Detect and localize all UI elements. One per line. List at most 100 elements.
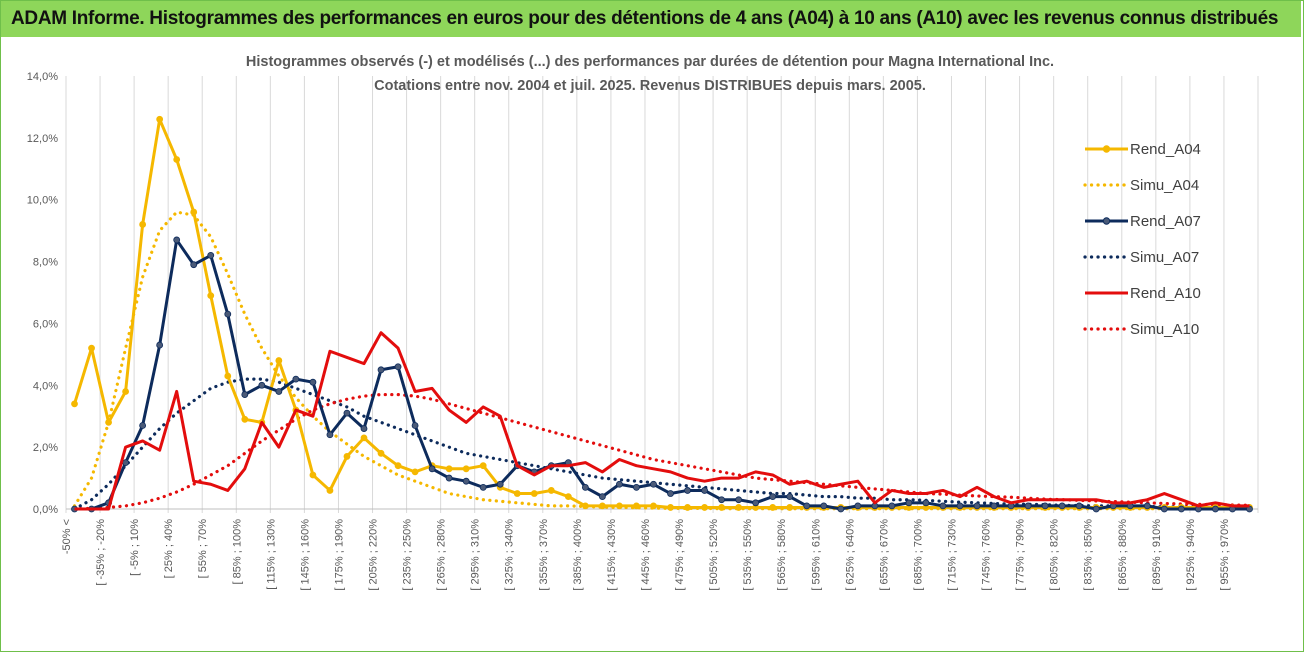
- data-point: [394, 363, 402, 371]
- data-point: [275, 357, 283, 364]
- data-point: [326, 487, 334, 494]
- data-point: [377, 366, 385, 374]
- data-point: [616, 502, 623, 510]
- data-point: [326, 431, 334, 439]
- data-point: [1075, 502, 1083, 510]
- data-point: [360, 425, 368, 432]
- data-point: [224, 310, 232, 318]
- data-point: [445, 465, 453, 473]
- data-point: [990, 502, 998, 510]
- axes: 0,0% 2,0% 4,0% 6,0% 8,0% 10,0% 12,0% 14,0% -50% …: [27, 71, 1258, 591]
- data-point: [581, 483, 589, 491]
- legend-label: Rend_A07: [1130, 213, 1201, 230]
- data-point: [1177, 505, 1185, 513]
- y-tick-label: 2,0%: [33, 442, 58, 454]
- data-point: [394, 462, 402, 470]
- x-tick-label: [ 25% ; 40%: [163, 519, 175, 579]
- y-tick-label: 4,0%: [33, 380, 58, 392]
- data-point: [71, 400, 78, 408]
- chart-title-line: Cotations entre nov. 2004 et juil. 2025.…: [374, 78, 926, 94]
- y-tick-label: 10,0%: [27, 195, 58, 207]
- x-tick-label: [ 835% ; 850%: [1083, 519, 1095, 591]
- data-point: [564, 493, 572, 501]
- data-point: [241, 415, 249, 423]
- x-tick-label: [ 865% ; 880%: [1117, 519, 1129, 591]
- x-tick-label: [ 775% ; 790%: [1015, 519, 1027, 591]
- x-tick-label: [ 415% ; 430%: [606, 519, 618, 591]
- x-tick-label: [ 325% ; 340%: [504, 519, 516, 591]
- x-tick-label: [ 175% ; 190%: [333, 519, 345, 591]
- x-tick-label: [ 505% ; 520%: [708, 519, 720, 591]
- data-point: [905, 499, 913, 507]
- data-point: [513, 490, 521, 497]
- data-point: [616, 480, 623, 488]
- data-point: [786, 493, 794, 501]
- data-point: [939, 502, 947, 510]
- data-point: [650, 502, 657, 510]
- data-point: [462, 465, 470, 473]
- data-point: [411, 468, 419, 476]
- data-point: [718, 496, 725, 504]
- x-tick-label: [ 955% ; 970%: [1219, 519, 1231, 591]
- x-tick-label: [ 265% ; 280%: [436, 519, 448, 591]
- legend-label: Rend_A04: [1130, 141, 1201, 158]
- data-point: [479, 483, 487, 491]
- data-point: [718, 504, 725, 511]
- data-point: [343, 409, 351, 417]
- data-point: [1024, 502, 1032, 510]
- x-tick-label: [ 805% ; 820%: [1049, 519, 1061, 591]
- report-banner: ADAM Informe. Histogrammes des performan…: [1, 1, 1301, 37]
- chart-title-line: Histogrammes observés (-) et modélisés (…: [246, 54, 1054, 70]
- data-point: [428, 465, 436, 473]
- data-point: [479, 462, 487, 470]
- y-tick-label: 14,0%: [27, 71, 58, 83]
- x-tick-label: [ 55% ; 70%: [197, 519, 209, 579]
- x-tick-label: [ 535% ; 550%: [742, 519, 754, 591]
- data-point: [547, 487, 555, 494]
- data-point: [275, 388, 283, 395]
- data-point: [190, 261, 198, 269]
- data-point: [1041, 502, 1049, 510]
- y-tick-label: 6,0%: [33, 318, 58, 330]
- data-point: [888, 502, 896, 510]
- x-tick-label: [ 235% ; 250%: [402, 519, 414, 591]
- data-point: [837, 505, 845, 513]
- data-point: [633, 483, 640, 491]
- x-tick-label: [ 655% ; 670%: [878, 519, 890, 591]
- series-line-rend_a04: [73, 117, 1250, 509]
- data-point: [292, 375, 300, 383]
- legend-marker: [1102, 145, 1111, 153]
- data-point: [667, 490, 674, 497]
- data-point: [769, 493, 777, 501]
- data-point: [735, 504, 743, 511]
- series-group: [71, 115, 1253, 513]
- data-point: [956, 502, 964, 510]
- data-point: [88, 344, 95, 352]
- x-tick-label: [ 715% ; 730%: [946, 519, 958, 591]
- data-point: [105, 418, 112, 426]
- legend-label: Simu_A07: [1130, 249, 1199, 266]
- y-tick-label: 12,0%: [27, 133, 58, 145]
- x-tick-label: [ 925% ; 940%: [1185, 519, 1197, 591]
- data-point: [445, 474, 453, 482]
- data-point: [530, 490, 538, 497]
- data-point: [973, 502, 981, 510]
- x-tick-label: [ 205% ; 220%: [368, 519, 380, 591]
- data-point: [599, 502, 606, 510]
- data-point: [1058, 502, 1066, 510]
- data-point: [1092, 505, 1100, 513]
- data-point: [599, 493, 606, 501]
- legend-label: Simu_A04: [1130, 177, 1199, 194]
- x-tick-label: [ 85% ; 100%: [231, 519, 243, 585]
- x-tick-label: [ 625% ; 640%: [844, 519, 856, 591]
- data-point: [496, 480, 504, 488]
- data-point: [224, 372, 232, 380]
- legend-label: Rend_A10: [1130, 285, 1201, 302]
- y-tick-label: 8,0%: [33, 257, 58, 269]
- x-tick-label: [ 115% ; 130%: [265, 519, 277, 590]
- series-line-rend_a10: [74, 331, 1250, 511]
- banner-title: ADAM Informe. Histogrammes des performan…: [11, 8, 1279, 29]
- data-point: [156, 341, 164, 349]
- x-tick-label: [ 385% ; 400%: [572, 519, 584, 591]
- data-point: [241, 391, 249, 398]
